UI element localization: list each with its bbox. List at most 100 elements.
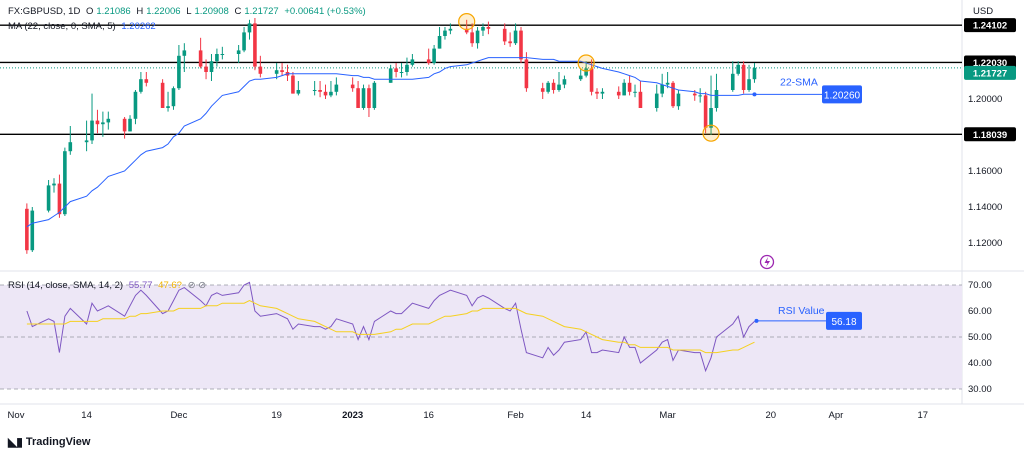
candle [698, 88, 702, 103]
candle [52, 178, 56, 193]
candle-body [220, 54, 225, 55]
lightning-icon-bolt [764, 257, 770, 267]
level-label: 1.18039 [973, 130, 1007, 141]
candle-body [242, 32, 246, 51]
price-legend: FX:GBPUSD, 1D O 1.21086 H 1.22006 L 1.20908… [8, 6, 369, 17]
candle-body [399, 72, 404, 73]
candle [25, 203, 29, 254]
candle-body [46, 185, 51, 211]
candle [253, 18, 257, 71]
candle [627, 75, 632, 96]
candle [139, 72, 143, 94]
symbol-label: FX:GBPUSD, 1D [8, 6, 81, 17]
candle [274, 63, 279, 80]
level-label: 1.22030 [973, 58, 1007, 69]
sma-callout-text: 22-SMA [780, 76, 818, 88]
candle-body [692, 93, 697, 96]
candle [464, 19, 469, 35]
candle-body [128, 118, 132, 132]
rsi-band [0, 285, 962, 389]
candle [361, 84, 366, 110]
candle [204, 59, 208, 80]
candle [220, 46, 225, 60]
candle [730, 61, 735, 92]
tradingview-logo[interactable]: ◣▮ TradingView [8, 435, 90, 449]
candle [557, 72, 561, 92]
candle [752, 63, 757, 83]
candle [84, 120, 89, 152]
candle-body [215, 54, 219, 62]
price-tick-label: 1.12000 [968, 238, 1002, 249]
candle [448, 23, 453, 35]
time-tick-label: 14 [81, 410, 92, 421]
candle [654, 84, 659, 112]
candle-body [589, 68, 594, 92]
candle-body [204, 66, 208, 72]
candle [595, 88, 599, 99]
candle-body [448, 28, 453, 31]
time-tick-label: 17 [918, 410, 929, 421]
candle-body [595, 91, 599, 94]
rsi-tick-label: 30.00 [968, 384, 992, 395]
time-tick-label: 20 [765, 410, 776, 421]
candle [405, 57, 409, 76]
candle [258, 55, 263, 78]
candle [350, 77, 355, 92]
time-tick-label: 14 [581, 410, 592, 421]
candle [46, 180, 51, 213]
highlight-circle [577, 54, 595, 72]
candle-body [584, 68, 588, 76]
price-tick-label: 1.16000 [968, 166, 1002, 177]
candle-body [394, 68, 398, 72]
candle [68, 126, 73, 155]
lightning-icon[interactable] [759, 254, 775, 270]
candle [329, 81, 333, 98]
ma-legend: MA (22, close, 0, SMA, 5) 1.20262 [8, 21, 159, 32]
candle-body [562, 79, 567, 85]
candle-body [736, 64, 740, 74]
candle-body [291, 75, 295, 94]
candle-body [274, 70, 279, 74]
rsi-value: 55.77 [128, 280, 153, 291]
candle [242, 27, 246, 53]
candle [291, 72, 295, 94]
candle [426, 48, 431, 65]
candle [177, 45, 181, 90]
sma-callout-box [822, 85, 862, 104]
candle [63, 147, 67, 216]
candle-body [475, 30, 480, 44]
candle-body [388, 68, 393, 83]
candle-body [616, 91, 621, 96]
candle [334, 77, 339, 96]
candle-body [296, 90, 301, 94]
candle-body [698, 95, 702, 97]
candle [633, 84, 637, 98]
candle-body [752, 67, 757, 80]
candle-body [25, 208, 29, 251]
candle-body [622, 82, 626, 96]
candle [486, 21, 491, 35]
candle-body [426, 59, 431, 63]
candle [432, 45, 436, 65]
candle-body [258, 66, 263, 74]
candle-body [280, 70, 284, 72]
ohlc-open-label: O [85, 6, 94, 17]
candle-body [236, 50, 241, 54]
rsi-ma-line [26, 300, 755, 354]
eye-icon[interactable]: ⊘ ⊘ [187, 280, 207, 291]
candle [714, 73, 719, 112]
candle [90, 93, 94, 144]
rsi-tick-label: 70.00 [968, 280, 992, 291]
candle [546, 81, 550, 94]
candle-body [68, 142, 73, 152]
tradingview-wordmark: TradingView [25, 436, 91, 448]
time-tick-label: Nov [8, 410, 25, 421]
candle-body [318, 90, 322, 92]
candle [399, 63, 404, 78]
rsi-tick-label: 60.00 [968, 306, 992, 317]
candle-body [106, 118, 111, 123]
candle [236, 45, 241, 63]
candle-body [703, 95, 708, 128]
candle-body [312, 90, 317, 91]
